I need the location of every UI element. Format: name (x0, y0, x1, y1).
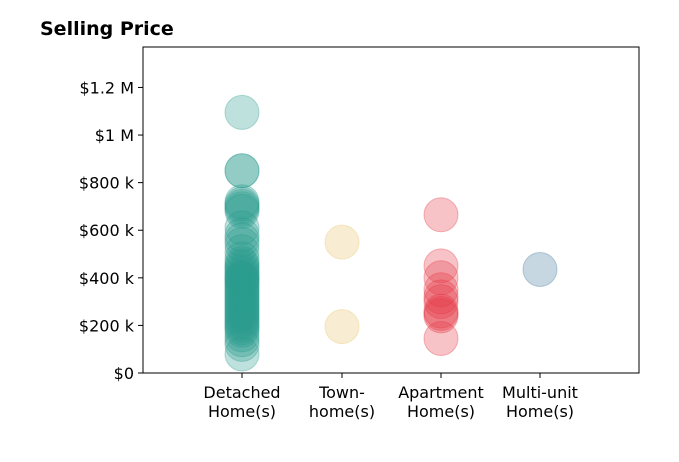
data-point (224, 274, 260, 310)
data-point (224, 265, 260, 301)
y-tick-label: $0 (114, 364, 134, 383)
x-tick-label: Multi-unit Home(s) (502, 383, 578, 421)
data-point (224, 293, 260, 329)
data-point (224, 279, 260, 315)
data-point (224, 310, 260, 346)
data-point (224, 286, 260, 322)
y-tick-label: $600 k (79, 221, 135, 240)
data-point (224, 336, 260, 372)
data-point (224, 317, 260, 353)
data-point (224, 153, 260, 189)
x-tick-label-line: Multi-unit (502, 383, 578, 402)
data-point (423, 284, 459, 320)
x-axis: Detached Home(s)Town-home(s)Apartment Home… (203, 373, 578, 421)
data-point (224, 184, 260, 220)
data-point (224, 253, 260, 289)
x-tick-label: Apartment Home(s) (398, 383, 484, 421)
x-tick-label-line: Apartment (398, 383, 484, 402)
data-point (224, 326, 260, 362)
data-point (224, 303, 260, 339)
y-tick-label: $1.2 M (79, 78, 134, 97)
y-tick-label: $1 M (95, 126, 134, 145)
data-point (224, 257, 260, 293)
data-point (522, 252, 558, 287)
data-point (224, 193, 260, 229)
data-point (423, 298, 459, 334)
x-tick-label-line: Home(s) (407, 402, 475, 421)
data-point (224, 234, 260, 270)
y-axis: $0 $200 k $400 k $600 k $800 k $1 M $1.2 M (79, 78, 143, 383)
data-point (224, 246, 260, 281)
data-point (224, 261, 260, 297)
x-tick-label-line: Home(s) (208, 402, 276, 421)
data-point (224, 153, 260, 189)
data-point (423, 248, 459, 284)
data-point (423, 321, 459, 356)
data-point (224, 291, 260, 327)
data-point (224, 300, 260, 336)
data-point (423, 272, 459, 308)
data-point (224, 277, 260, 312)
data-point (224, 241, 260, 277)
data-point (224, 248, 260, 284)
data-point (324, 224, 360, 260)
data-point (224, 217, 260, 253)
data-point (224, 281, 260, 317)
points-layer (224, 94, 558, 372)
data-point (423, 293, 459, 329)
x-tick-label-line: home(s) (309, 402, 375, 421)
data-point (224, 284, 260, 320)
x-tick-label: Detached Home(s) (203, 383, 280, 421)
data-point (423, 197, 459, 233)
data-point (224, 210, 260, 246)
data-point (423, 296, 459, 331)
x-tick-label-line: Town- (318, 383, 365, 402)
data-point (224, 191, 260, 227)
data-point (224, 186, 260, 222)
data-point (324, 309, 360, 345)
x-tick-label-line: Detached (203, 383, 280, 402)
y-tick-label: $200 k (79, 316, 135, 335)
data-point (224, 312, 260, 348)
data-point (224, 307, 260, 343)
data-point (224, 227, 260, 262)
chart-title: Selling Price (40, 18, 174, 40)
y-tick-label: $400 k (79, 269, 135, 288)
data-point (423, 260, 459, 296)
data-point (224, 262, 260, 298)
data-point (224, 222, 260, 258)
x-tick-label: Town-home(s) (309, 383, 375, 421)
data-point (224, 272, 260, 308)
data-point (224, 296, 260, 331)
data-point (224, 255, 260, 291)
data-point (224, 305, 260, 341)
data-point (224, 322, 260, 358)
data-point (423, 279, 459, 315)
data-point (224, 269, 260, 305)
data-point (224, 260, 260, 296)
y-tick-label: $800 k (79, 174, 135, 193)
data-point (224, 267, 260, 303)
plot-frame (142, 46, 640, 374)
data-point (224, 250, 260, 286)
data-point (224, 288, 260, 324)
data-point (224, 188, 260, 224)
data-point (224, 298, 260, 334)
x-tick-label-line: Home(s) (506, 402, 574, 421)
data-point (224, 94, 260, 130)
